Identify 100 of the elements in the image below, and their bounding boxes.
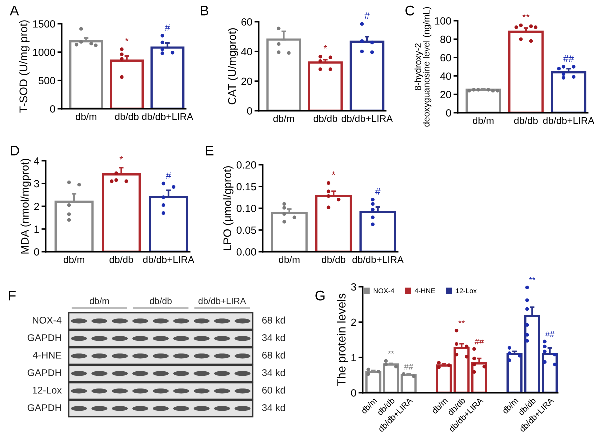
y-tick-label: 0.10 — [236, 205, 256, 212]
x-tick-label: db/db+LIRA — [143, 256, 195, 264]
bar — [54, 200, 94, 252]
y-tick-label: 20 — [242, 78, 252, 86]
y-tick-label: 0 — [34, 248, 40, 256]
bar — [271, 212, 308, 252]
category-label: 12-Lox — [33, 386, 62, 394]
category-label: GAPDH — [28, 369, 62, 376]
chart-title: D — [11, 146, 20, 156]
x-tick-label: db/m — [279, 256, 300, 264]
data-label: * — [120, 156, 124, 160]
y-tick-label: 0.20 — [236, 162, 256, 169]
bar — [150, 46, 185, 109]
data-label: ** — [458, 320, 465, 324]
y-tick-label: 20 — [440, 91, 452, 98]
data-label: ## — [545, 332, 555, 338]
x-tick-label: db/db+LIRA — [543, 117, 595, 124]
bar — [360, 211, 396, 252]
y-tick-label: 60 — [440, 54, 452, 62]
category-label: GAPDH — [28, 334, 62, 342]
category-label: 34 kd — [262, 404, 286, 412]
y-tick-label: 0.00 — [236, 248, 256, 256]
category-label: 34 kd — [262, 369, 286, 376]
y-tick-label: 3 — [351, 284, 356, 291]
data-label: # — [364, 12, 370, 20]
x-tick-label: db/db+LIRA — [142, 113, 194, 120]
y-tick-label: 0 — [446, 110, 452, 117]
y-tick-label: 40 — [440, 72, 452, 80]
bar — [308, 62, 343, 111]
y-tick-label: 0.05 — [236, 226, 256, 234]
y-axis-title: The protein levels — [337, 294, 348, 386]
data-label: # — [166, 172, 172, 179]
x-tick-label: db/db+LIRA — [352, 256, 404, 264]
y-tick-label: 1000 — [33, 48, 56, 56]
x-tick-label: db/m — [64, 256, 84, 264]
y-tick-label: 0 — [351, 390, 356, 397]
x-tick-label: db/db — [322, 256, 346, 264]
data-label: * — [332, 172, 336, 176]
point — [508, 358, 512, 362]
x-tick-label: db/m — [473, 117, 494, 124]
y-tick-label: 3 — [34, 180, 40, 188]
y-tick-label: 0 — [50, 106, 56, 113]
category-label: 4-HNE — [33, 352, 62, 359]
y-axis-title: LPO (μmol/gprot) — [223, 166, 234, 250]
data-label: ** — [388, 350, 394, 354]
y-axis-title: 8-hydroxy-2 deoxyguanosine level (ng/mL) — [414, 7, 432, 127]
data-label: # — [375, 188, 381, 196]
data-label: * — [324, 45, 328, 49]
y-tick-label: 0.15 — [236, 183, 256, 191]
data-label: * — [125, 38, 129, 42]
y-axis-title: MDA (nmol/mgprot) — [20, 159, 32, 254]
category-label: db/db — [150, 298, 172, 304]
bar — [350, 40, 385, 111]
x-tick-label: db/db — [514, 117, 538, 124]
bar — [551, 71, 587, 113]
y-tick-label: 4 — [34, 158, 40, 165]
y-tick-label: 2 — [34, 203, 40, 210]
x-tick-label: db/db — [314, 115, 338, 122]
y-tick-label: 1 — [352, 354, 356, 362]
chart-title: A — [10, 6, 20, 16]
x-tick-label: db/m — [76, 113, 97, 120]
data-label: ## — [404, 364, 414, 370]
chart-title: E — [206, 146, 214, 156]
text: F — [9, 291, 16, 301]
bar — [436, 364, 452, 393]
data-label: ## — [563, 56, 574, 62]
data-label: # — [165, 24, 170, 32]
x-tick-label: db/db — [115, 113, 139, 120]
y-tick-label: 1 — [34, 226, 40, 234]
category-label: GAPDH — [28, 404, 62, 412]
y-tick-label: 100 — [435, 18, 452, 25]
category-label: db/db+LIRA — [198, 298, 246, 304]
bar — [466, 88, 502, 113]
bar — [315, 195, 352, 252]
y-tick-label: 1500 — [33, 20, 56, 28]
bar — [508, 30, 544, 113]
y-axis-title: CAT (U/mgprot) — [228, 28, 238, 105]
category-label: 60 kd — [262, 386, 286, 394]
chart-title: C — [406, 6, 414, 16]
x-tick-label: db/db — [110, 256, 134, 264]
x-tick-label: db/db+LIRA — [342, 115, 394, 122]
y-axis-title: T-SOD (U/mg prot) — [19, 20, 30, 113]
data-label: ** — [529, 277, 536, 280]
y-tick-label: 2 — [351, 318, 356, 326]
data-label: ## — [474, 338, 484, 345]
y-tick-label: 0 — [247, 108, 252, 115]
x-tick-label: db/m — [274, 115, 294, 122]
category-label: db/m — [90, 298, 110, 304]
point — [526, 323, 530, 327]
bar — [69, 40, 104, 109]
category-label: 68 kd — [262, 316, 286, 324]
bar — [110, 60, 144, 109]
y-tick-label: 80 — [440, 36, 452, 44]
chart-title: G — [316, 290, 325, 301]
y-tick-label: 60 — [242, 18, 252, 26]
chart-title: B — [201, 6, 209, 16]
y-tick-label: 40 — [241, 48, 252, 56]
category-label: 34 kd — [262, 334, 286, 342]
category-label: 68 kd — [262, 352, 286, 359]
bar — [400, 374, 417, 393]
